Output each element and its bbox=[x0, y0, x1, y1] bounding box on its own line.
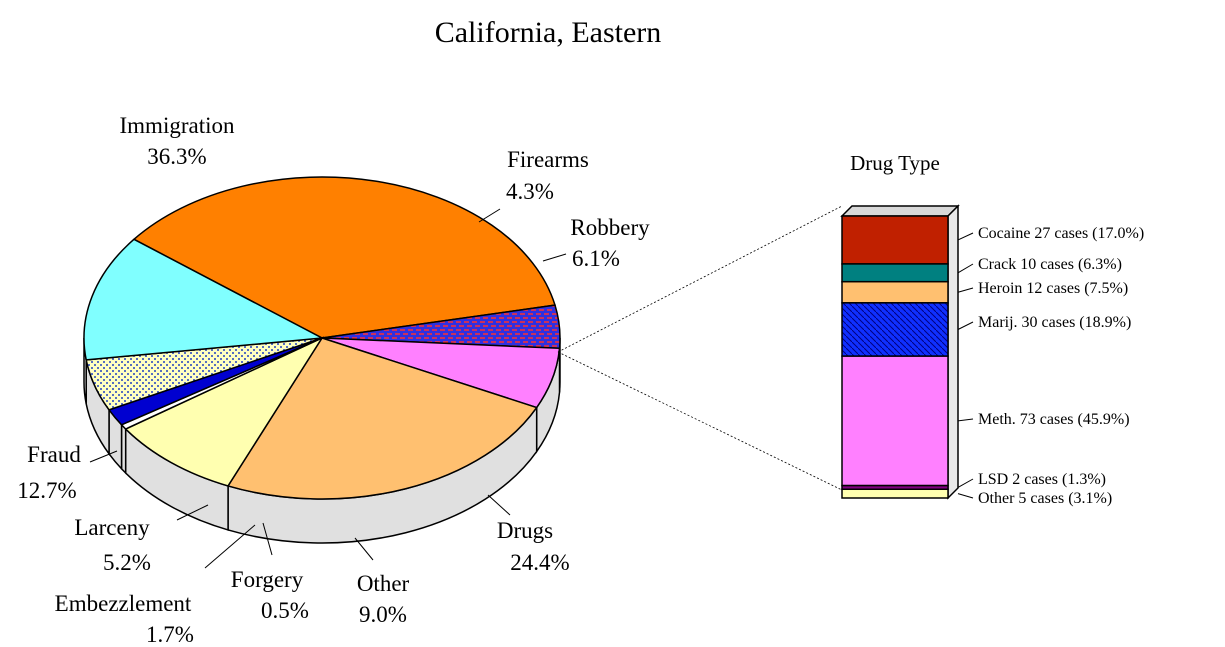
bar-label-lsd: LSD 2 cases (1.3%) bbox=[978, 471, 1106, 488]
leader-larceny bbox=[176, 504, 209, 521]
bar-side-face bbox=[947, 204, 959, 500]
pie-label-other: Other bbox=[357, 571, 410, 596]
bar-label-crack: Crack 10 cases (6.3%) bbox=[978, 256, 1122, 273]
drug-type-bar: Cocaine 27 cases (17.0%) Crack 10 cases (… bbox=[840, 204, 1144, 507]
pie-label-larceny: Larceny bbox=[74, 515, 150, 540]
bar-leader-lsd bbox=[957, 478, 974, 488]
bar-label-marij: Marij. 30 cases (18.9%) bbox=[978, 314, 1131, 331]
bar-leader-other bbox=[957, 493, 974, 499]
pie-value-embezzlement: 1.7% bbox=[146, 622, 194, 647]
pie-label-drugs: Drugs bbox=[497, 518, 553, 543]
pie-value-robbery: 6.1% bbox=[572, 246, 620, 271]
bar-leader-crack bbox=[957, 263, 974, 274]
bar-segment-heroin bbox=[841, 280, 949, 304]
pie-label-immigration: Immigration bbox=[120, 113, 235, 138]
bar-segment-marij bbox=[841, 302, 949, 357]
bar-label-heroin: Heroin 12 cases (7.5%) bbox=[978, 280, 1128, 297]
leader-other bbox=[354, 537, 374, 561]
bar-label-other: Other 5 cases (3.1%) bbox=[978, 490, 1112, 507]
bar-label-meth: Meth. 73 cases (45.9%) bbox=[978, 411, 1130, 428]
bar-leader-cocaine bbox=[957, 232, 974, 241]
leader-embezzlement bbox=[204, 524, 256, 569]
connector-line-bottom bbox=[557, 351, 843, 491]
connector-line-top bbox=[557, 205, 843, 353]
leader-drugs bbox=[487, 494, 511, 516]
pie-slice-fraud bbox=[83, 238, 325, 361]
pie-value-drugs: 24.4% bbox=[510, 550, 569, 575]
leader-firearms bbox=[478, 208, 501, 223]
bar-segment-meth bbox=[841, 355, 949, 487]
pie-value-other: 9.0% bbox=[359, 602, 407, 627]
bar-title: Drug Type bbox=[850, 151, 940, 175]
chart-title: California, Eastern bbox=[435, 16, 662, 49]
bar-top-face bbox=[840, 205, 960, 217]
leader-robbery bbox=[542, 253, 567, 262]
pie-label-embezzlement: Embezzlement bbox=[55, 591, 192, 616]
bar-segment-crack bbox=[841, 263, 949, 283]
leader-forgery bbox=[262, 522, 273, 556]
bar-leader-heroin bbox=[957, 287, 974, 293]
bar-leader-meth bbox=[957, 418, 974, 422]
pie-value-fraud: 12.7% bbox=[17, 478, 76, 503]
connector-lines bbox=[557, 205, 843, 491]
bar-leader-marij bbox=[957, 321, 974, 330]
pie-slice-drugs bbox=[226, 337, 538, 500]
bar-label-cocaine: Cocaine 27 cases (17.0%) bbox=[978, 225, 1144, 242]
pie-value-immigration: 36.3% bbox=[147, 144, 206, 169]
pie-value-firearms: 4.3% bbox=[506, 179, 554, 204]
bar-segment-cocaine bbox=[841, 215, 949, 265]
pie-value-forgery: 0.5% bbox=[261, 598, 309, 623]
pie-chart: Immigration 36.3% Firearms 4.3% Robbery 6.1% D… bbox=[17, 113, 650, 647]
pie-slice-immigration bbox=[132, 176, 556, 339]
pie-label-robbery: Robbery bbox=[570, 215, 650, 240]
bar-segment-other bbox=[841, 488, 949, 499]
pie-label-forgery: Forgery bbox=[231, 567, 304, 592]
leader-fraud bbox=[89, 450, 118, 463]
pie-label-fraud: Fraud bbox=[27, 442, 81, 467]
pie-slice-other bbox=[124, 336, 325, 487]
pie-label-firearms: Firearms bbox=[507, 147, 589, 172]
pie-value-larceny: 5.2% bbox=[103, 550, 151, 575]
